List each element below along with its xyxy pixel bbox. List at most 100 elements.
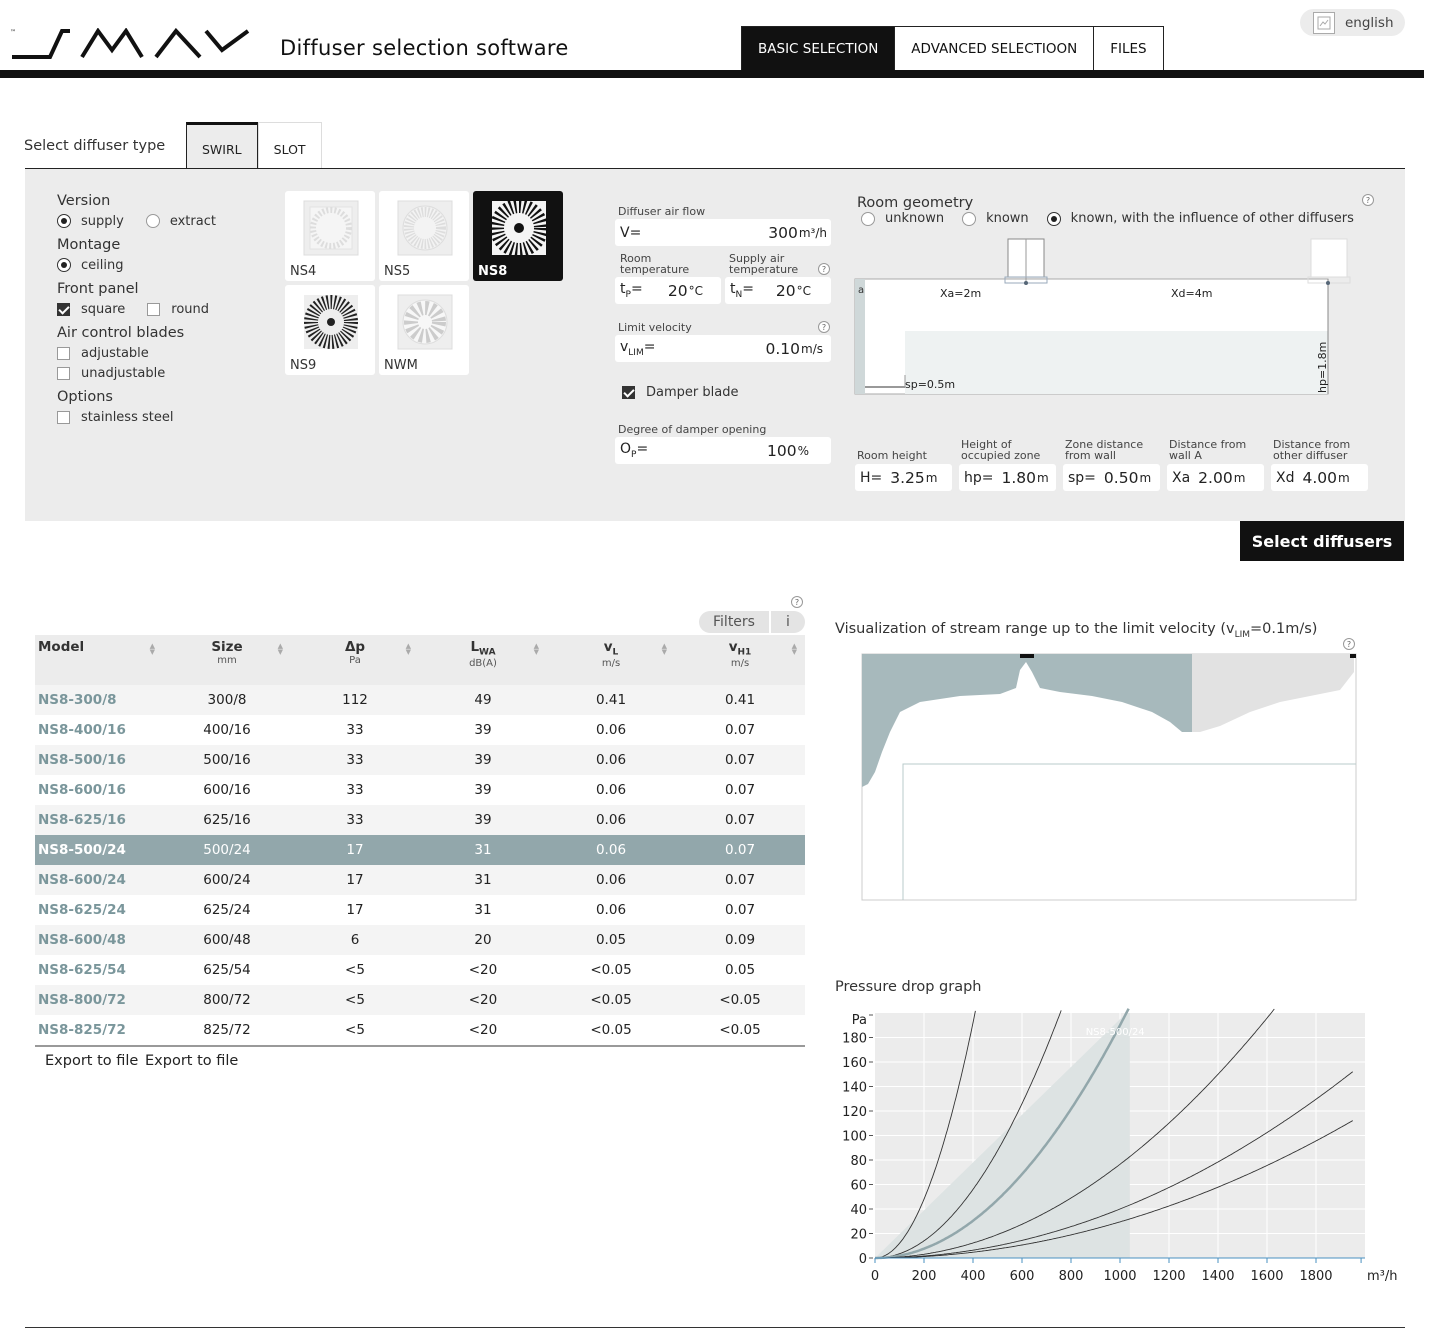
- table-row[interactable]: NS8-825/72 825/72 <5 <20 <0.05 <0.05: [35, 1015, 805, 1045]
- tab-files[interactable]: FILES: [1093, 26, 1164, 70]
- help-icon[interactable]: ?: [1362, 194, 1374, 206]
- geometry-field-input[interactable]: sp= 0.50 m: [1063, 464, 1160, 491]
- cell-size: 600/48: [163, 925, 291, 955]
- column-header-lwa[interactable]: LWA dB(A) ▲ ▼: [419, 635, 547, 685]
- adjustable-checkbox[interactable]: [57, 346, 70, 360]
- damper-opening-unit: %: [797, 443, 809, 458]
- geometry-known-radio[interactable]: [962, 211, 977, 226]
- column-header-vh1[interactable]: vH1 m/s ▲ ▼: [675, 635, 805, 685]
- limit-velocity-label: Limit velocity: [618, 321, 692, 334]
- round-checkbox[interactable]: [147, 302, 161, 316]
- cell-vh: 0.07: [724, 902, 756, 918]
- info-button[interactable]: i: [770, 611, 805, 633]
- cell-model[interactable]: NS8-600/16: [38, 782, 126, 798]
- geometry-field-input[interactable]: Xa 2.00 m: [1167, 464, 1264, 491]
- room-temp-input[interactable]: tP= 20 °C: [615, 277, 721, 304]
- export-to-file-link[interactable]: Export to file: [145, 1053, 239, 1069]
- table-row[interactable]: NS8-600/48 600/48 6 20 0.05 0.09: [35, 925, 805, 955]
- pressure-curve: [875, 1071, 1354, 1259]
- damper-blade-checkbox[interactable]: [622, 385, 635, 399]
- table-row[interactable]: NS8-400/16 400/16 33 39 0.06 0.07: [35, 715, 805, 745]
- help-icon[interactable]: ?: [818, 321, 830, 333]
- airflow-input[interactable]: V= 300 m³/h: [615, 219, 831, 246]
- cell-model[interactable]: NS8-500/16: [35, 745, 163, 775]
- smay-logo: ™: [10, 28, 250, 59]
- wall-a-label: a: [858, 285, 864, 296]
- cell-model[interactable]: NS8-825/72: [38, 1022, 126, 1038]
- damper-opening-input[interactable]: OP= 100 %: [615, 437, 831, 464]
- geometry-field-input[interactable]: H= 3.25 m: [855, 464, 952, 491]
- cell-size: 625/24: [203, 902, 251, 918]
- table-row[interactable]: NS8-500/16 500/16 33 39 0.06 0.07: [35, 745, 805, 775]
- table-row[interactable]: NS8-625/16 625/16 33 39 0.06 0.07: [35, 805, 805, 835]
- sp-label: sp=0.5m: [905, 378, 955, 391]
- y-unit-label: Pa: [852, 1013, 867, 1028]
- supply-temp-input[interactable]: tN= 20 °C: [725, 277, 831, 304]
- cell-dp: 17: [291, 835, 419, 865]
- cell-model[interactable]: NS8-500/24: [35, 835, 163, 865]
- cell-vh: 0.07: [724, 722, 756, 738]
- stainless-checkbox[interactable]: [57, 410, 70, 424]
- language-selector[interactable]: english: [1300, 9, 1405, 36]
- column-header-dp[interactable]: Δp Pa ▲ ▼: [291, 635, 419, 685]
- visualization-title: Visualization of stream range up to the …: [835, 621, 1318, 640]
- geometry-influence-radio[interactable]: [1046, 211, 1061, 226]
- geometry-field-input[interactable]: Xd 4.00 m: [1271, 464, 1368, 491]
- help-icon[interactable]: ?: [791, 596, 803, 608]
- table-row[interactable]: NS8-625/24 625/24 17 31 0.06 0.07: [35, 895, 805, 925]
- export-to-file-link[interactable]: Export to file: [45, 1053, 139, 1069]
- help-icon[interactable]: ?: [818, 263, 830, 275]
- model-tile-ns5[interactable]: NS5: [379, 191, 469, 281]
- column-header-size[interactable]: Size mm ▲ ▼: [163, 635, 291, 685]
- cell-lwa: 39: [474, 782, 492, 798]
- table-row[interactable]: NS8-600/16 600/16 33 39 0.06 0.07: [35, 775, 805, 805]
- tab-advanced-selection[interactable]: ADVANCED SELECTIOON: [894, 26, 1095, 70]
- tab-swirl[interactable]: SWIRL: [186, 122, 258, 169]
- x-tick-label: 1600: [1250, 1269, 1283, 1284]
- results-table: Model ▲ ▼ Size mm ▲ ▼ Δp Pa ▲ ▼ LWA dB(A) ▲ ▼ vL m/s…: [35, 635, 805, 1045]
- ceiling-radio[interactable]: [57, 258, 71, 272]
- adjustable-label: adjustable: [81, 345, 149, 361]
- cell-model[interactable]: NS8-625/24: [38, 902, 126, 918]
- table-row[interactable]: NS8-600/24 600/24 17 31 0.06 0.07: [35, 865, 805, 895]
- cell-model[interactable]: NS8-625/16: [35, 805, 163, 835]
- cell-model[interactable]: NS8-600/24: [35, 865, 163, 895]
- limit-velocity-input[interactable]: vLIM= 0.10 m/s: [615, 335, 831, 362]
- cell-model[interactable]: NS8-300/8: [35, 685, 163, 715]
- filters-button[interactable]: Filters: [699, 611, 769, 633]
- table-row[interactable]: NS8-625/54 625/54 <5 <20 <0.05 0.05: [35, 955, 805, 985]
- sort-icon: ▲ ▼: [791, 642, 797, 656]
- cell-model[interactable]: NS8-400/16: [38, 722, 126, 738]
- cell-model[interactable]: NS8-600/48: [35, 925, 163, 955]
- y-tick-label: 40: [850, 1203, 867, 1218]
- cell-lwa: 20: [419, 925, 547, 955]
- model-tile-nwm[interactable]: NWM: [379, 285, 469, 375]
- cell-model[interactable]: NS8-800/72: [35, 985, 163, 1015]
- table-row[interactable]: NS8-500/24 500/24 17 31 0.06 0.07: [35, 835, 805, 865]
- square-checkbox[interactable]: [57, 302, 70, 316]
- front-panel-group: Front panel square round: [57, 281, 209, 319]
- tab-slot[interactable]: SLOT: [257, 122, 322, 169]
- pressure-drop-title: Pressure drop graph: [835, 979, 982, 995]
- help-icon[interactable]: ?: [1343, 638, 1355, 650]
- column-header-vl[interactable]: vL m/s ▲ ▼: [547, 635, 675, 685]
- table-row[interactable]: NS8-800/72 800/72 <5 <20 <0.05 <0.05: [35, 985, 805, 1015]
- model-tile-ns9[interactable]: NS9: [285, 285, 375, 375]
- selected-curve: [875, 1008, 1130, 1260]
- front-panel-title: Front panel: [57, 281, 139, 297]
- tab-basic-selection[interactable]: BASIC SELECTION: [741, 26, 896, 70]
- language-label: english: [1345, 14, 1394, 31]
- y-tick-label: 140: [842, 1081, 867, 1096]
- model-tile-ns4[interactable]: NS4: [285, 191, 375, 281]
- geometry-unknown-radio[interactable]: [861, 211, 875, 226]
- geometry-field-input[interactable]: hp= 1.80 m: [959, 464, 1056, 491]
- cell-model[interactable]: NS8-625/54: [38, 962, 126, 978]
- column-header-model[interactable]: Model ▲ ▼: [35, 635, 163, 685]
- supply-radio[interactable]: [57, 214, 71, 228]
- model-tile-ns8[interactable]: NS8: [473, 191, 563, 281]
- unadjustable-checkbox[interactable]: [57, 366, 70, 380]
- select-diffusers-button[interactable]: Select diffusers: [1240, 521, 1404, 561]
- extract-radio[interactable]: [145, 214, 160, 228]
- version-title: Version: [57, 193, 111, 209]
- table-row[interactable]: NS8-300/8 300/8 112 49 0.41 0.41: [35, 685, 805, 715]
